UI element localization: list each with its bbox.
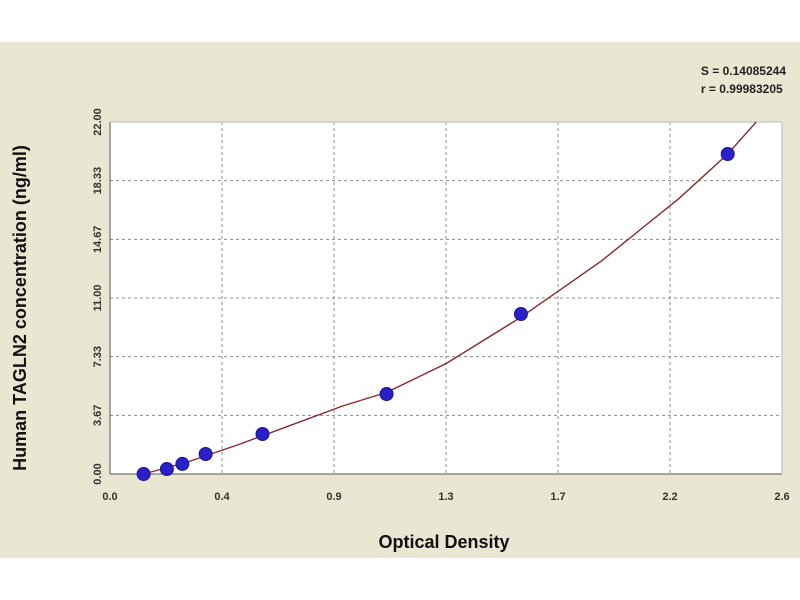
x-tick-label: 1.7: [550, 491, 565, 503]
y-tick-label: 22.00: [92, 108, 104, 136]
y-tick-label: 0.00: [92, 463, 104, 484]
y-tick-label: 7.33: [92, 346, 104, 367]
fit-curve: [143, 121, 757, 475]
data-point: [136, 467, 151, 481]
x-axis-title: Optical Density: [378, 532, 509, 552]
grid-lines: [110, 121, 783, 474]
data-point: [175, 456, 190, 471]
y-tick-label: 3.67: [92, 405, 104, 426]
y-tick-label: 11.00: [92, 285, 104, 312]
data-point: [255, 427, 270, 441]
y-tick-label: 18.33: [92, 167, 104, 195]
x-tick-label: 2.6: [774, 491, 789, 503]
tick-labels: 0.0 0.4 0.9 1.3 1.7 2.2 2.6 0.00 3.67 7.33 11.00 14…: [92, 108, 790, 503]
x-tick-label: 0.0: [102, 491, 117, 503]
data-point: [159, 462, 174, 477]
fit-statistics: S = 0.14085244 r = 0.99983205: [701, 62, 786, 98]
data-point: [513, 307, 528, 321]
data-points: [136, 147, 735, 481]
s-statistic: S = 0.14085244: [700, 64, 786, 78]
x-tick-label: 0.9: [326, 491, 341, 503]
r-statistic: r = 0.99983205: [700, 82, 783, 96]
y-tick-label: 14.67: [92, 226, 104, 254]
y-axis-title: Human TAGLN2 concentration (ng/ml): [10, 145, 30, 471]
data-point: [198, 447, 213, 461]
fit-curve-group: [143, 121, 757, 475]
data-point: [379, 387, 394, 401]
x-tick-label: 2.2: [662, 491, 677, 503]
x-tick-label: 1.3: [438, 491, 453, 503]
x-tick-label: 0.4: [214, 491, 230, 503]
data-point: [720, 147, 735, 161]
axes: [109, 121, 783, 475]
